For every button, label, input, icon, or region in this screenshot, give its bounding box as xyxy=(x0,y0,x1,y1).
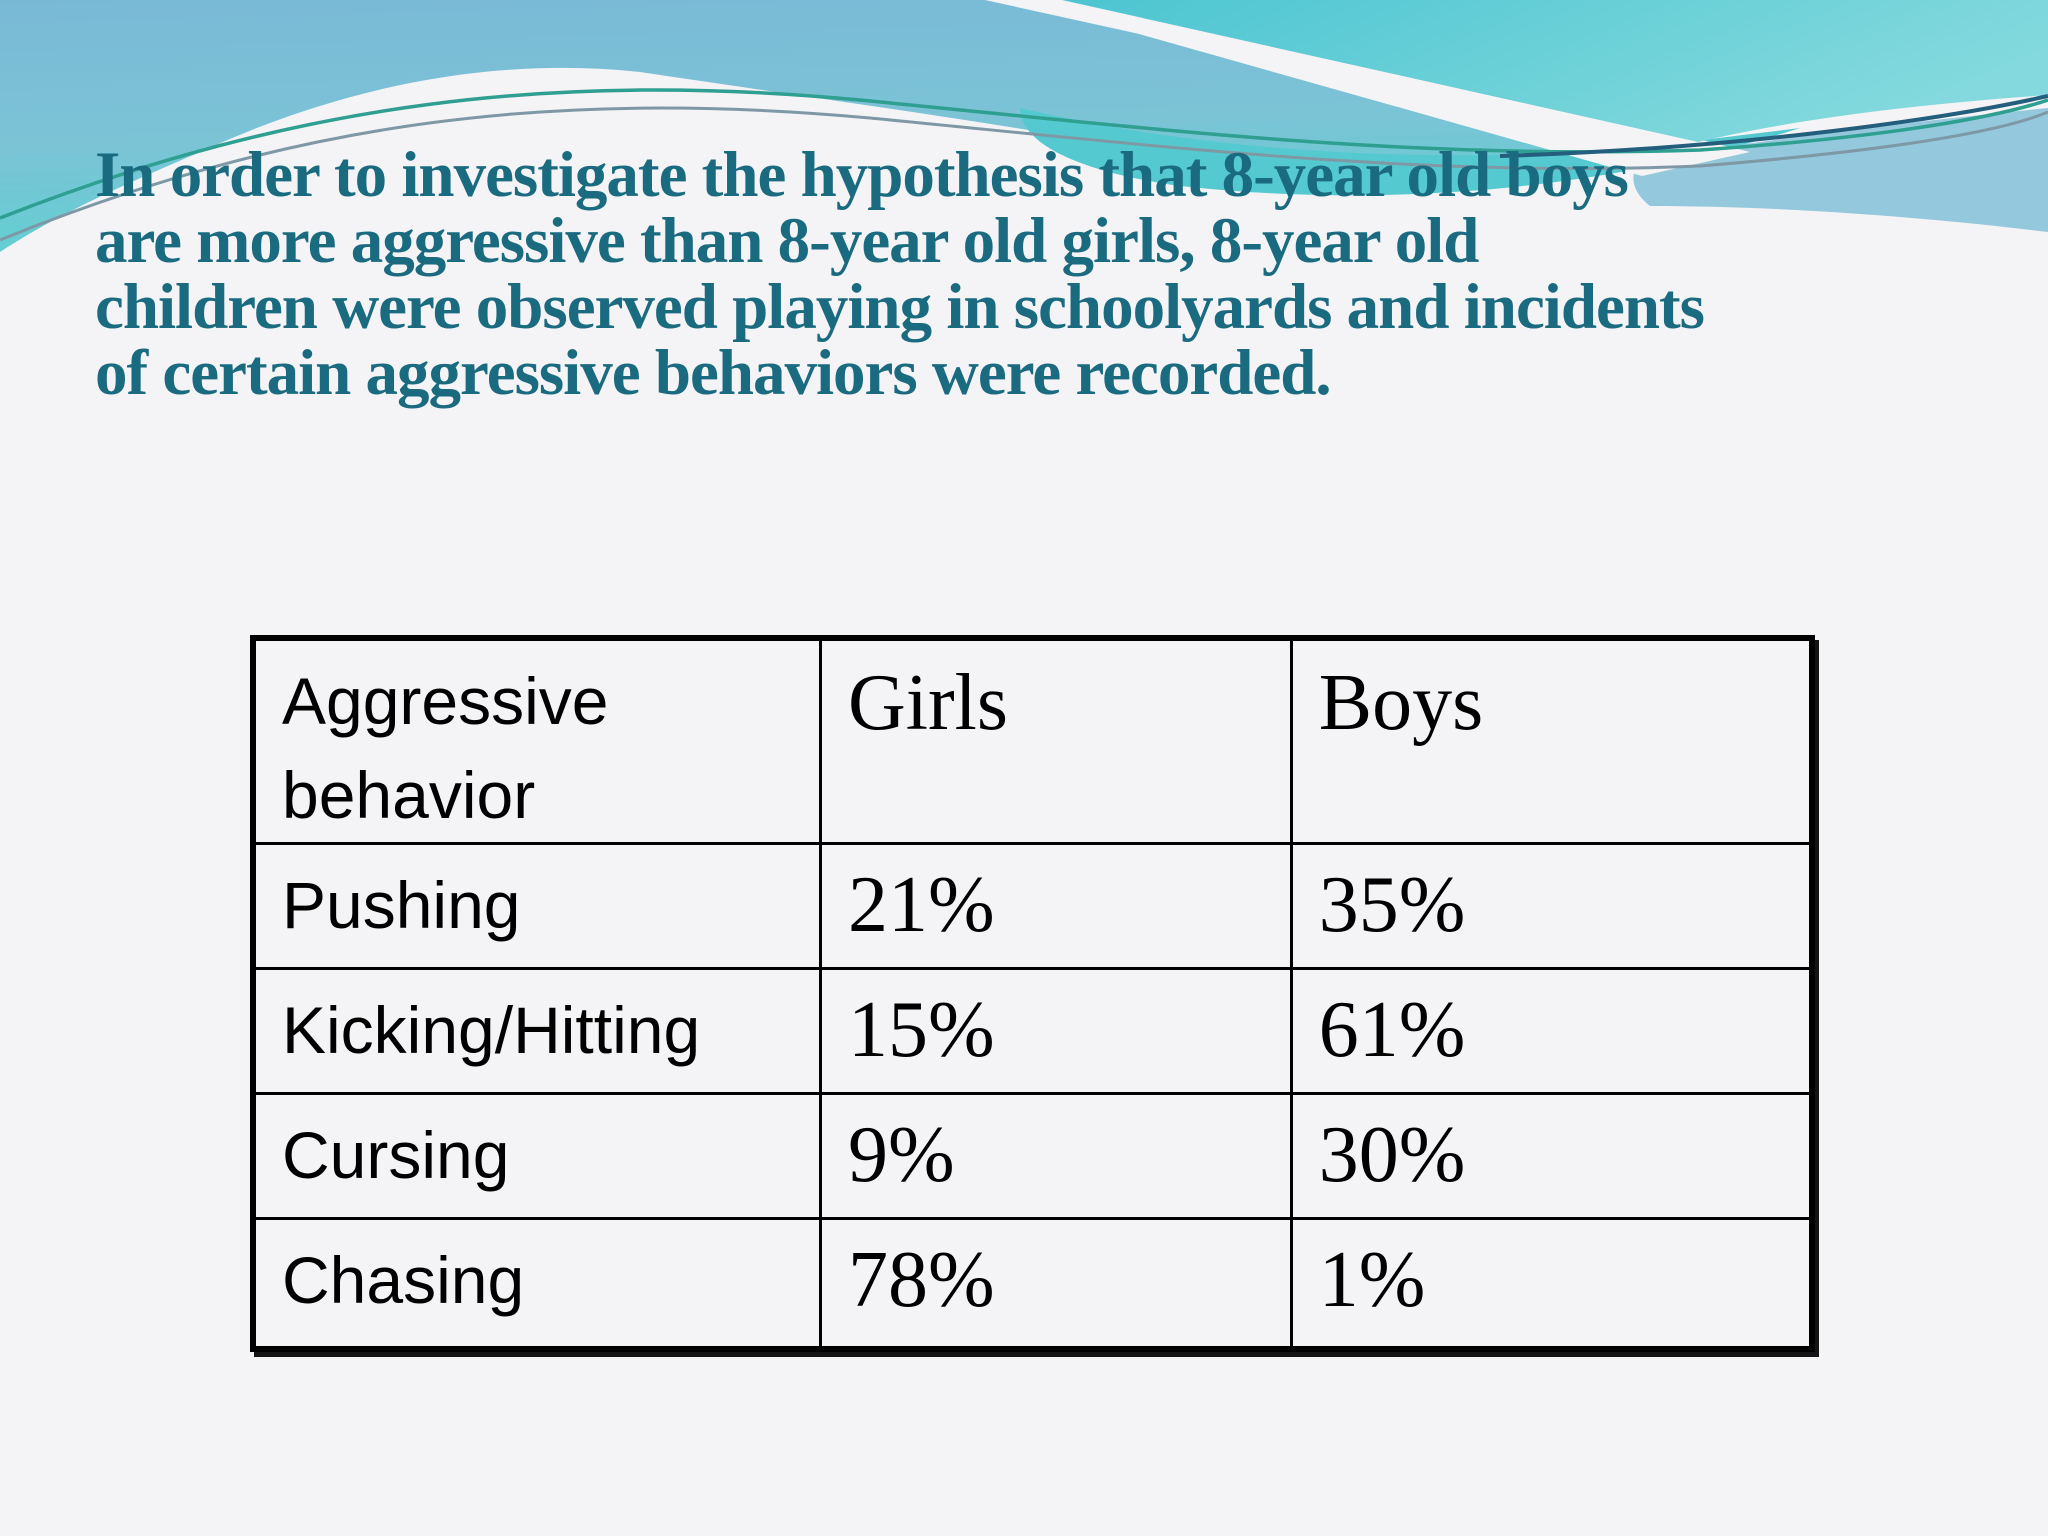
girls-value-cell: 15% xyxy=(818,967,1293,1096)
header-wave-decoration xyxy=(0,0,2048,252)
boys-value-cell: 30% xyxy=(1289,1092,1814,1221)
table-row: Pushing 21% 35% xyxy=(251,842,1814,971)
boys-value-cell: 1% xyxy=(1289,1217,1814,1351)
paragraph-line: children were observed playing in school… xyxy=(95,271,1705,343)
wave-line-navy xyxy=(1499,94,2048,158)
girls-value-cell: 21% xyxy=(818,842,1293,971)
girls-value-cell: 78% xyxy=(818,1217,1293,1351)
paragraph-line: of certain aggressive behaviors were rec… xyxy=(95,337,1332,409)
behavior-table-container: Aggressive behavior Girls Boys Pushing 2… xyxy=(250,635,1815,1352)
behavior-cell: Kicking/Hitting xyxy=(251,967,822,1096)
behavior-cell: Chasing xyxy=(251,1217,822,1351)
boys-value-cell: 35% xyxy=(1289,842,1814,971)
boys-value-cell: 61% xyxy=(1289,967,1814,1096)
behavior-table: Aggressive behavior Girls Boys Pushing 2… xyxy=(250,635,1815,1352)
table-row: Cursing 9% 30% xyxy=(251,1092,1814,1221)
wave-teal-band xyxy=(1062,0,2048,142)
column-header-behavior: Aggressive behavior xyxy=(251,636,822,846)
column-header-girls: Girls xyxy=(818,636,1293,846)
wave-line-gray xyxy=(0,106,2048,242)
column-header-boys: Boys xyxy=(1289,636,1814,846)
paragraph-line: In order to investigate the hypothesis t… xyxy=(95,139,1629,211)
girls-value-cell: 9% xyxy=(818,1092,1293,1221)
slide-paragraph: In order to investigate the hypothesis t… xyxy=(95,142,1995,406)
wave-line-teal xyxy=(0,88,2048,220)
table-row: Chasing 78% 1% xyxy=(251,1217,1814,1351)
wave-white-stripe xyxy=(1018,0,1750,176)
wave-lower-teal-band xyxy=(1020,108,1800,196)
behavior-cell: Pushing xyxy=(251,842,822,971)
table-row: Kicking/Hitting 15% 61% xyxy=(251,967,1814,1096)
behavior-cell: Cursing xyxy=(251,1092,822,1221)
table-header-row: Aggressive behavior Girls Boys xyxy=(251,636,1814,846)
paragraph-line: are more aggressive than 8-year old girl… xyxy=(95,205,1479,277)
